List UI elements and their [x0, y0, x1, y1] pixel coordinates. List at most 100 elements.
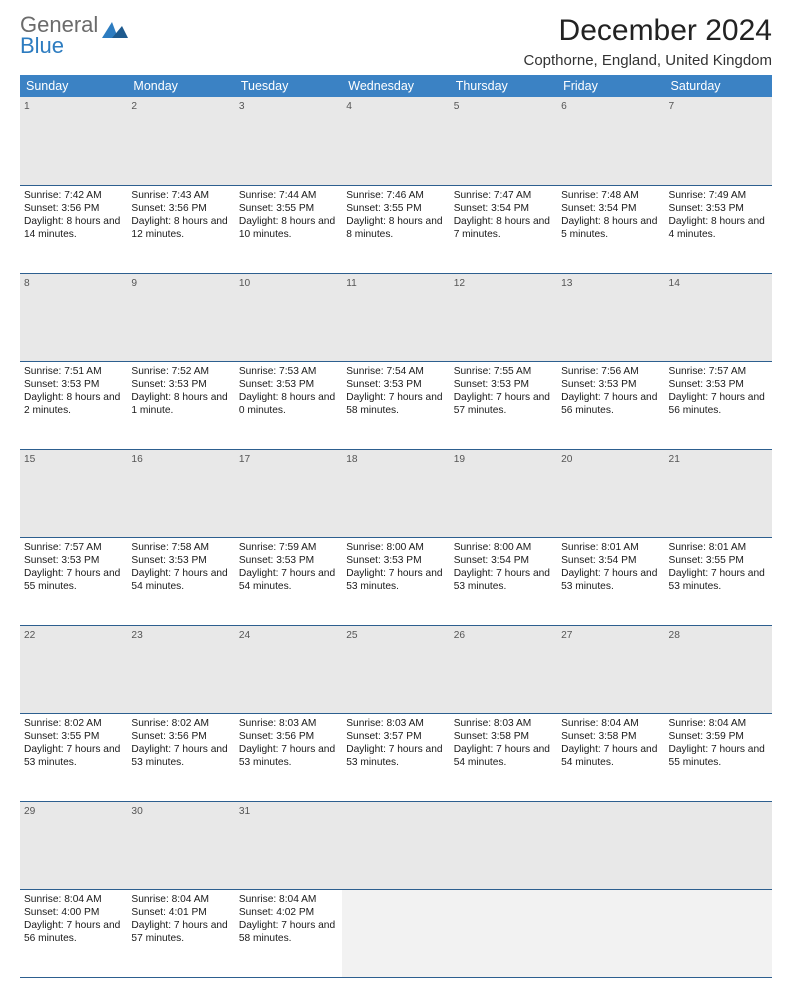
day-header: Wednesday — [342, 75, 449, 97]
day-cell-content: Sunrise: 7:59 AM Sunset: 3:53 PM Dayligh… — [239, 541, 338, 593]
day-cell: Sunrise: 8:04 AM Sunset: 3:59 PM Dayligh… — [665, 713, 772, 801]
day-number-cell: 31 — [235, 801, 342, 889]
day-number-cell: 25 — [342, 625, 449, 713]
day-cell — [450, 889, 557, 977]
day-number-cell: 11 — [342, 273, 449, 361]
day-number-cell: 8 — [20, 273, 127, 361]
location-text: Copthorne, England, United Kingdom — [524, 52, 773, 69]
week-number-row: 15161718192021 — [20, 449, 772, 537]
day-number-cell: 17 — [235, 449, 342, 537]
day-cell: Sunrise: 7:47 AM Sunset: 3:54 PM Dayligh… — [450, 185, 557, 273]
day-cell-content: Sunrise: 7:48 AM Sunset: 3:54 PM Dayligh… — [561, 189, 660, 241]
week-row: Sunrise: 7:51 AM Sunset: 3:53 PM Dayligh… — [20, 361, 772, 449]
day-cell-content: Sunrise: 8:00 AM Sunset: 3:53 PM Dayligh… — [346, 541, 445, 593]
day-cell-content: Sunrise: 8:04 AM Sunset: 4:01 PM Dayligh… — [131, 893, 230, 945]
day-cell: Sunrise: 7:49 AM Sunset: 3:53 PM Dayligh… — [665, 185, 772, 273]
day-header: Sunday — [20, 75, 127, 97]
day-number-cell: 3 — [235, 97, 342, 185]
day-cell-content: Sunrise: 8:04 AM Sunset: 3:58 PM Dayligh… — [561, 717, 660, 769]
week-row: Sunrise: 7:42 AM Sunset: 3:56 PM Dayligh… — [20, 185, 772, 273]
day-cell: Sunrise: 7:52 AM Sunset: 3:53 PM Dayligh… — [127, 361, 234, 449]
day-cell-content: Sunrise: 7:42 AM Sunset: 3:56 PM Dayligh… — [24, 189, 123, 241]
day-cell-content: Sunrise: 8:04 AM Sunset: 3:59 PM Dayligh… — [669, 717, 768, 769]
day-number-cell: 5 — [450, 97, 557, 185]
day-number-cell: 6 — [557, 97, 664, 185]
day-number-cell — [342, 801, 449, 889]
week-number-row: 293031 — [20, 801, 772, 889]
day-cell-content: Sunrise: 8:01 AM Sunset: 3:55 PM Dayligh… — [669, 541, 768, 593]
day-header: Friday — [557, 75, 664, 97]
day-cell: Sunrise: 7:56 AM Sunset: 3:53 PM Dayligh… — [557, 361, 664, 449]
day-cell-content: Sunrise: 7:57 AM Sunset: 3:53 PM Dayligh… — [669, 365, 768, 417]
day-cell-content: Sunrise: 7:54 AM Sunset: 3:53 PM Dayligh… — [346, 365, 445, 417]
header-row: General Blue December 2024 Copthorne, En… — [20, 14, 772, 69]
day-cell-content: Sunrise: 8:03 AM Sunset: 3:56 PM Dayligh… — [239, 717, 338, 769]
week-number-row: 22232425262728 — [20, 625, 772, 713]
calendar-page: General Blue December 2024 Copthorne, En… — [0, 0, 792, 988]
day-number-cell: 20 — [557, 449, 664, 537]
day-number-cell: 16 — [127, 449, 234, 537]
day-cell-content: Sunrise: 8:01 AM Sunset: 3:54 PM Dayligh… — [561, 541, 660, 593]
day-cell: Sunrise: 7:46 AM Sunset: 3:55 PM Dayligh… — [342, 185, 449, 273]
day-cell: Sunrise: 7:44 AM Sunset: 3:55 PM Dayligh… — [235, 185, 342, 273]
day-cell: Sunrise: 7:42 AM Sunset: 3:56 PM Dayligh… — [20, 185, 127, 273]
logo: General Blue — [20, 14, 128, 57]
day-number-cell: 29 — [20, 801, 127, 889]
day-number-cell: 28 — [665, 625, 772, 713]
day-number-cell: 21 — [665, 449, 772, 537]
day-cell — [557, 889, 664, 977]
week-number-row: 1234567 — [20, 97, 772, 185]
day-cell-content: Sunrise: 8:00 AM Sunset: 3:54 PM Dayligh… — [454, 541, 553, 593]
day-cell: Sunrise: 7:43 AM Sunset: 3:56 PM Dayligh… — [127, 185, 234, 273]
week-row: Sunrise: 8:04 AM Sunset: 4:00 PM Dayligh… — [20, 889, 772, 977]
day-cell-content: Sunrise: 8:03 AM Sunset: 3:58 PM Dayligh… — [454, 717, 553, 769]
day-number-cell: 30 — [127, 801, 234, 889]
day-cell: Sunrise: 8:04 AM Sunset: 4:00 PM Dayligh… — [20, 889, 127, 977]
day-number-cell: 26 — [450, 625, 557, 713]
week-number-row: 891011121314 — [20, 273, 772, 361]
day-number-cell: 10 — [235, 273, 342, 361]
day-cell-content: Sunrise: 7:53 AM Sunset: 3:53 PM Dayligh… — [239, 365, 338, 417]
day-cell: Sunrise: 8:04 AM Sunset: 3:58 PM Dayligh… — [557, 713, 664, 801]
day-cell: Sunrise: 8:02 AM Sunset: 3:56 PM Dayligh… — [127, 713, 234, 801]
week-row: Sunrise: 8:02 AM Sunset: 3:55 PM Dayligh… — [20, 713, 772, 801]
calendar-header: SundayMondayTuesdayWednesdayThursdayFrid… — [20, 75, 772, 97]
day-cell: Sunrise: 8:04 AM Sunset: 4:01 PM Dayligh… — [127, 889, 234, 977]
day-cell-content: Sunrise: 7:44 AM Sunset: 3:55 PM Dayligh… — [239, 189, 338, 241]
logo-text-line2: Blue — [20, 35, 98, 57]
day-cell: Sunrise: 8:03 AM Sunset: 3:58 PM Dayligh… — [450, 713, 557, 801]
logo-mark-icon — [102, 16, 128, 38]
day-header: Thursday — [450, 75, 557, 97]
day-cell: Sunrise: 7:57 AM Sunset: 3:53 PM Dayligh… — [665, 361, 772, 449]
day-number-cell: 14 — [665, 273, 772, 361]
day-number-cell: 24 — [235, 625, 342, 713]
calendar-table: SundayMondayTuesdayWednesdayThursdayFrid… — [20, 75, 772, 978]
day-header: Monday — [127, 75, 234, 97]
day-cell-content: Sunrise: 8:04 AM Sunset: 4:02 PM Dayligh… — [239, 893, 338, 945]
day-number-cell: 2 — [127, 97, 234, 185]
day-cell-content: Sunrise: 8:02 AM Sunset: 3:56 PM Dayligh… — [131, 717, 230, 769]
day-cell: Sunrise: 8:03 AM Sunset: 3:57 PM Dayligh… — [342, 713, 449, 801]
day-number-cell — [665, 801, 772, 889]
day-cell-content: Sunrise: 7:58 AM Sunset: 3:53 PM Dayligh… — [131, 541, 230, 593]
day-number-cell — [557, 801, 664, 889]
day-number-cell: 23 — [127, 625, 234, 713]
day-cell-content: Sunrise: 7:57 AM Sunset: 3:53 PM Dayligh… — [24, 541, 123, 593]
day-cell-content: Sunrise: 7:55 AM Sunset: 3:53 PM Dayligh… — [454, 365, 553, 417]
day-cell: Sunrise: 7:54 AM Sunset: 3:53 PM Dayligh… — [342, 361, 449, 449]
day-cell-content: Sunrise: 7:47 AM Sunset: 3:54 PM Dayligh… — [454, 189, 553, 241]
day-cell — [665, 889, 772, 977]
day-cell: Sunrise: 7:55 AM Sunset: 3:53 PM Dayligh… — [450, 361, 557, 449]
day-number-cell: 12 — [450, 273, 557, 361]
day-cell-content: Sunrise: 7:56 AM Sunset: 3:53 PM Dayligh… — [561, 365, 660, 417]
day-cell-content: Sunrise: 7:46 AM Sunset: 3:55 PM Dayligh… — [346, 189, 445, 241]
title-block: December 2024 Copthorne, England, United… — [524, 14, 773, 69]
day-cell-content: Sunrise: 8:04 AM Sunset: 4:00 PM Dayligh… — [24, 893, 123, 945]
day-cell-content: Sunrise: 7:51 AM Sunset: 3:53 PM Dayligh… — [24, 365, 123, 417]
day-cell: Sunrise: 8:02 AM Sunset: 3:55 PM Dayligh… — [20, 713, 127, 801]
day-cell: Sunrise: 7:48 AM Sunset: 3:54 PM Dayligh… — [557, 185, 664, 273]
day-cell — [342, 889, 449, 977]
day-header: Saturday — [665, 75, 772, 97]
day-number-cell: 19 — [450, 449, 557, 537]
day-cell-content: Sunrise: 7:43 AM Sunset: 3:56 PM Dayligh… — [131, 189, 230, 241]
